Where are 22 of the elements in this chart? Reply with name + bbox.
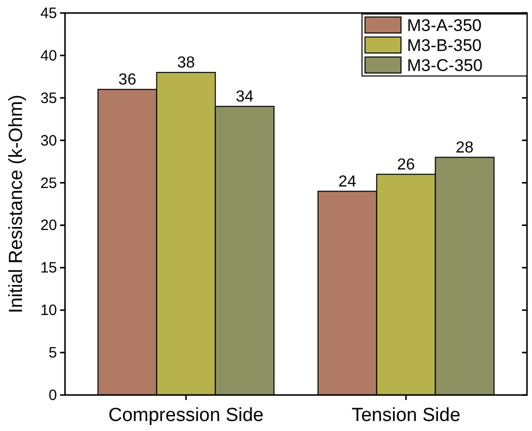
data-label: 38 [177,54,195,72]
x-tick-label: Tension Side [352,405,460,426]
legend-label: M3-C-350 [407,56,483,75]
data-label: 26 [397,156,415,174]
y-tick-label: 20 [40,217,57,234]
y-tick-label: 40 [40,47,57,64]
data-label: 34 [236,88,254,106]
y-tick-label: 45 [40,5,57,22]
data-label: 24 [338,173,356,190]
y-tick-label: 10 [40,302,57,320]
x-tick-label: Compression Side [108,405,264,426]
y-tick-label: 35 [40,90,57,107]
y-tick-label: 25 [40,174,57,192]
data-label: 36 [118,71,136,88]
y-tick-label: 5 [48,344,57,362]
legend-label: M3-B-350 [407,36,482,55]
y-tick-label: 0 [48,387,57,404]
legend-label: M3-A-350 [407,16,482,35]
y-axis-title: Initial Resistance (k-Ohm) [6,94,27,314]
data-label: 28 [456,139,474,156]
y-tick-label: 30 [40,132,57,150]
y-tick-label: 15 [40,260,57,277]
